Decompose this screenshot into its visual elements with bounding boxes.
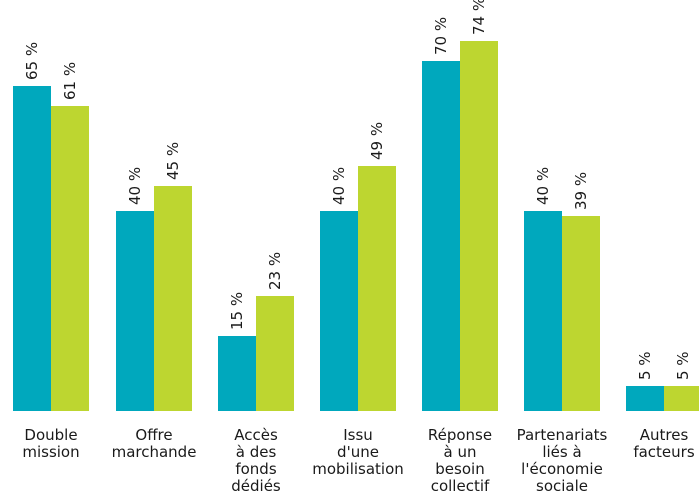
category-label-line: d'une [337, 443, 379, 461]
bar-series-b-5 [562, 216, 600, 411]
category-label-line: besoin [435, 460, 484, 478]
value-label-series-a-3: 40 % [330, 167, 348, 205]
bar-series-b-2 [256, 296, 294, 411]
category-label-line: sociale [536, 477, 588, 495]
category-label-2: Accès à des fonds dédiés [231, 426, 281, 495]
category-label-line: Accès [234, 426, 278, 444]
category-label-line: l'économie [521, 460, 603, 478]
category-label-line: Partenariats [517, 426, 608, 444]
value-label-series-a-4: 70 % [432, 17, 450, 55]
category-labels-layer: Double mission Offre marchande Accès à des fon… [22, 426, 694, 495]
value-label-series-b-1: 45 % [164, 142, 182, 180]
category-label-line: collectif [431, 477, 490, 495]
category-label-line: Double [24, 426, 77, 444]
bar-series-a-1 [116, 211, 154, 411]
value-labels-layer: 65 % 61 % 40 % 45 % 15 % 23 % 40 % 49 % 70 % 74 %… [23, 0, 692, 380]
bar-series-a-5 [524, 211, 562, 411]
category-label-4: Réponse à un besoin collectif [428, 426, 492, 495]
category-label-line: dédiés [231, 477, 281, 495]
value-label-series-a-1: 40 % [126, 167, 144, 205]
category-label-6: Autres facteurs [633, 426, 695, 461]
category-label-5: Partenariats liés à l'économie sociale [517, 426, 608, 495]
bar-series-a-2 [218, 336, 256, 411]
category-label-1: Offre marchande [112, 426, 197, 461]
bar-series-a-6 [626, 386, 664, 411]
value-label-series-b-4: 74 % [470, 0, 488, 35]
category-label-line: facteurs [633, 443, 695, 461]
bar-series-a-0 [13, 86, 51, 411]
value-label-series-a-6: 5 % [636, 351, 654, 380]
value-label-series-b-0: 61 % [61, 62, 79, 100]
category-label-line: Autres [640, 426, 689, 444]
category-label-line: Issu [343, 426, 373, 444]
bar-series-b-6 [664, 386, 699, 411]
bars-layer [13, 41, 699, 411]
value-label-series-a-0: 65 % [23, 42, 41, 80]
bar-series-a-3 [320, 211, 358, 411]
category-label-line: mobilisation [312, 460, 404, 478]
bar-series-b-1 [154, 186, 192, 411]
category-label-line: à des [236, 443, 277, 461]
value-label-series-b-6: 5 % [674, 351, 692, 380]
value-label-series-b-2: 23 % [266, 252, 284, 290]
category-label-line: à un [444, 443, 477, 461]
bar-series-b-4 [460, 41, 498, 411]
value-label-series-b-5: 39 % [572, 172, 590, 210]
category-label-line: fonds [235, 460, 276, 478]
category-label-3: Issu d'une mobilisation [312, 426, 404, 478]
bar-series-a-4 [422, 61, 460, 411]
bar-series-b-3 [358, 166, 396, 411]
value-label-series-b-3: 49 % [368, 122, 386, 160]
category-label-line: marchande [112, 443, 197, 461]
value-label-series-a-2: 15 % [228, 292, 246, 330]
category-label-line: liés à [542, 443, 581, 461]
bar-series-b-0 [51, 106, 89, 411]
value-label-series-a-5: 40 % [534, 167, 552, 205]
category-label-line: Offre [135, 426, 172, 444]
category-label-line: mission [22, 443, 79, 461]
category-label-line: Réponse [428, 426, 492, 444]
category-label-0: Double mission [22, 426, 79, 461]
